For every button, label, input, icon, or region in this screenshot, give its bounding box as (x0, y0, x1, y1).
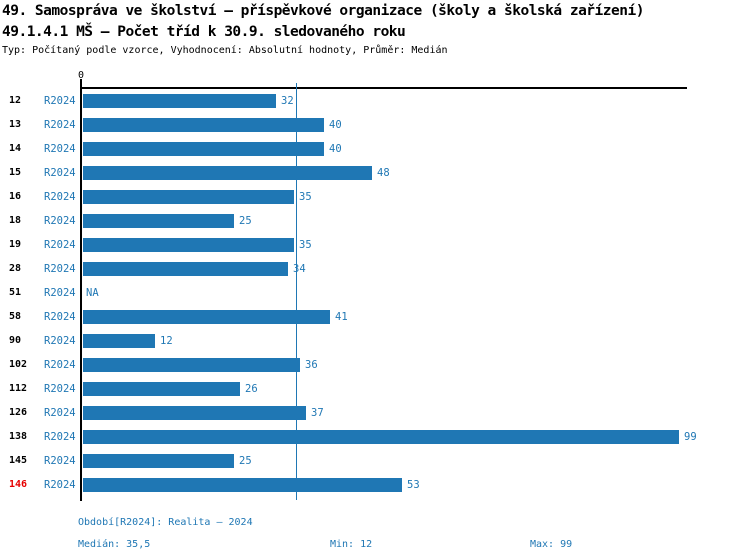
row-series-label: R2024 (44, 311, 76, 323)
row-series-label: R2024 (44, 431, 76, 443)
row-series-label: R2024 (44, 335, 76, 347)
bar (83, 310, 330, 324)
row-series-label: R2024 (44, 119, 76, 131)
row-category-label: 16 (9, 191, 22, 202)
bar-value-label: 35 (299, 191, 312, 203)
row-category-label: 58 (9, 311, 22, 322)
bar (83, 358, 300, 372)
chart-row: 146 R2024 53 (0, 473, 750, 497)
row-series-label: R2024 (44, 143, 76, 155)
row-category-label: 138 (9, 431, 28, 442)
chart-row: 13 R2024 40 (0, 113, 750, 137)
bar (83, 166, 372, 180)
x-axis-top-line (80, 87, 687, 89)
row-series-label: R2024 (44, 287, 76, 299)
bar (83, 214, 234, 228)
row-category-label: 112 (9, 383, 28, 394)
row-series-label: R2024 (44, 95, 76, 107)
bar-value-label: 26 (245, 383, 258, 395)
bar (83, 238, 294, 252)
bar (83, 190, 294, 204)
chart-row: 138 R2024 99 (0, 425, 750, 449)
bar (83, 382, 240, 396)
report-meta-line: Typ: Počítaný podle vzorce, Vyhodnocení:… (2, 45, 448, 56)
bar (83, 454, 234, 468)
row-category-label: 13 (9, 119, 22, 130)
bar-value-label: 99 (684, 431, 697, 443)
bar-value-label: 37 (311, 407, 324, 419)
bar (83, 94, 276, 108)
bar (83, 118, 324, 132)
report-title: 49. Samospráva ve školství – příspěvkové… (2, 3, 644, 19)
footer-median-label: Medián: 35,5 (78, 539, 151, 550)
chart-row: 145 R2024 25 (0, 449, 750, 473)
row-category-label: 28 (9, 263, 22, 274)
chart-row: 51 R2024 NA (0, 281, 750, 305)
bar-value-label: 53 (407, 479, 420, 491)
bar-value-label: 25 (239, 215, 252, 227)
report-subtitle: 49.1.4.1 MŠ – Počet tříd k 30.9. sledova… (2, 24, 406, 40)
chart-rows: 12 R2024 32 13 R2024 40 14 R2024 40 15 R2024 48 16 R2… (0, 89, 750, 497)
bar (83, 262, 288, 276)
bar (83, 478, 402, 492)
row-series-label: R2024 (44, 455, 76, 467)
bar-value-label: 40 (329, 119, 342, 131)
row-series-label: R2024 (44, 215, 76, 227)
bar-value-label: 41 (335, 311, 348, 323)
row-category-label: 51 (9, 287, 22, 298)
bar-value-label: 25 (239, 455, 252, 467)
y-axis-line (80, 79, 82, 501)
row-series-label: R2024 (44, 263, 76, 275)
chart-row: 15 R2024 48 (0, 161, 750, 185)
bar-value-label: 32 (281, 95, 294, 107)
row-category-label: 15 (9, 167, 22, 178)
row-series-label: R2024 (44, 383, 76, 395)
row-category-label: 102 (9, 359, 28, 370)
row-series-label: R2024 (44, 407, 76, 419)
bar (83, 430, 679, 444)
bar (83, 142, 324, 156)
row-category-label: 19 (9, 239, 22, 250)
chart-row: 12 R2024 32 (0, 89, 750, 113)
row-category-label: 145 (9, 455, 28, 466)
row-series-label: R2024 (44, 239, 76, 251)
row-series-label: R2024 (44, 479, 76, 491)
chart-row: 19 R2024 35 (0, 233, 750, 257)
footer-period-label: Období[R2024]: Realita – 2024 (78, 517, 253, 528)
row-category-label: 14 (9, 143, 22, 154)
axis-zero-tick-label: 0 (77, 70, 85, 81)
chart-row: 18 R2024 25 (0, 209, 750, 233)
chart-row: 102 R2024 36 (0, 353, 750, 377)
bar-value-label: 12 (160, 335, 173, 347)
chart-row: 126 R2024 37 (0, 401, 750, 425)
row-category-label: 90 (9, 335, 22, 346)
row-category-label: 12 (9, 95, 22, 106)
bar (83, 406, 306, 420)
footer-max-label: Max: 99 (530, 539, 573, 550)
bar-value-label: 36 (305, 359, 318, 371)
row-category-label: 146 (9, 479, 28, 490)
chart-row: 16 R2024 35 (0, 185, 750, 209)
row-na-label: NA (86, 287, 99, 299)
row-series-label: R2024 (44, 167, 76, 179)
chart-row: 58 R2024 41 (0, 305, 750, 329)
chart-row: 90 R2024 12 (0, 329, 750, 353)
row-category-label: 126 (9, 407, 28, 418)
footer-min-label: Min: 12 (330, 539, 373, 550)
chart-row: 14 R2024 40 (0, 137, 750, 161)
bar-value-label: 48 (377, 167, 390, 179)
median-gridline (296, 83, 297, 500)
row-series-label: R2024 (44, 359, 76, 371)
chart-row: 112 R2024 26 (0, 377, 750, 401)
bar-value-label: 35 (299, 239, 312, 251)
chart-row: 28 R2024 34 (0, 257, 750, 281)
bar-value-label: 34 (293, 263, 306, 275)
row-series-label: R2024 (44, 191, 76, 203)
bar-value-label: 40 (329, 143, 342, 155)
row-category-label: 18 (9, 215, 22, 226)
bar (83, 334, 155, 348)
